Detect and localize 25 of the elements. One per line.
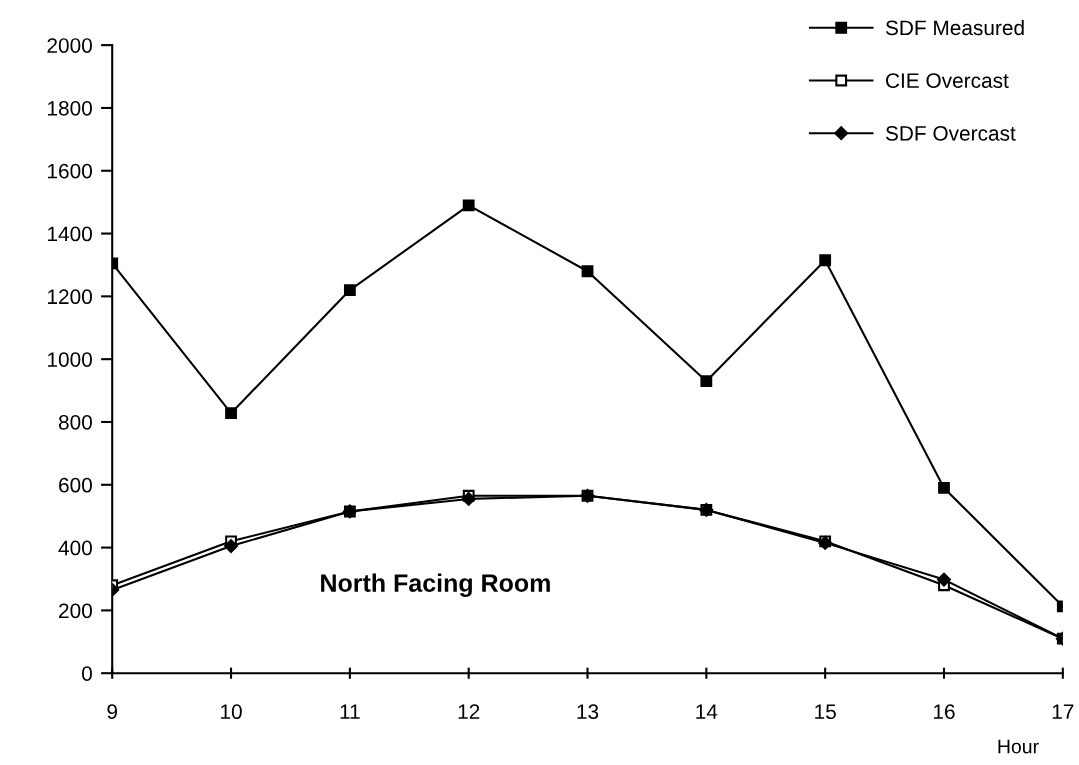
annotation: North Facing Room — [321, 573, 550, 597]
x-tick-label: 11 — [340, 704, 360, 719]
legend-label: SDF Measured — [885, 19, 1024, 36]
y-tick-label: 0 — [82, 666, 92, 681]
x-tick-label: 15 — [815, 704, 836, 720]
y-tick-label: 2000 — [47, 38, 92, 53]
x-axis-title: Hour — [998, 739, 1039, 754]
y-tick-label: 1800 — [48, 100, 92, 116]
y-tick-label: 400 — [58, 540, 92, 556]
x-tick-label: 12 — [458, 704, 480, 719]
x-tick-label: 14 — [696, 704, 718, 719]
legend-label: CIE Overcast — [886, 73, 1009, 88]
legend-label: SDF Overcast — [885, 125, 1016, 141]
y-tick-label: 600 — [59, 477, 92, 493]
y-tick-label: 1000 — [48, 352, 92, 367]
y-tick-label: 1200 — [48, 289, 92, 305]
y-tick-label: 200 — [59, 603, 92, 619]
x-tick-label: 13 — [577, 704, 599, 720]
y-tick-label: 800 — [58, 414, 92, 430]
x-tick-label: 16 — [933, 704, 955, 720]
y-tick-label: 1600 — [48, 163, 92, 179]
y-tick-label: 1400 — [48, 226, 92, 242]
x-tick-label: 17 — [1052, 704, 1074, 719]
x-tick-label: 10 — [221, 704, 242, 720]
x-tick-label: 9 — [107, 704, 118, 720]
